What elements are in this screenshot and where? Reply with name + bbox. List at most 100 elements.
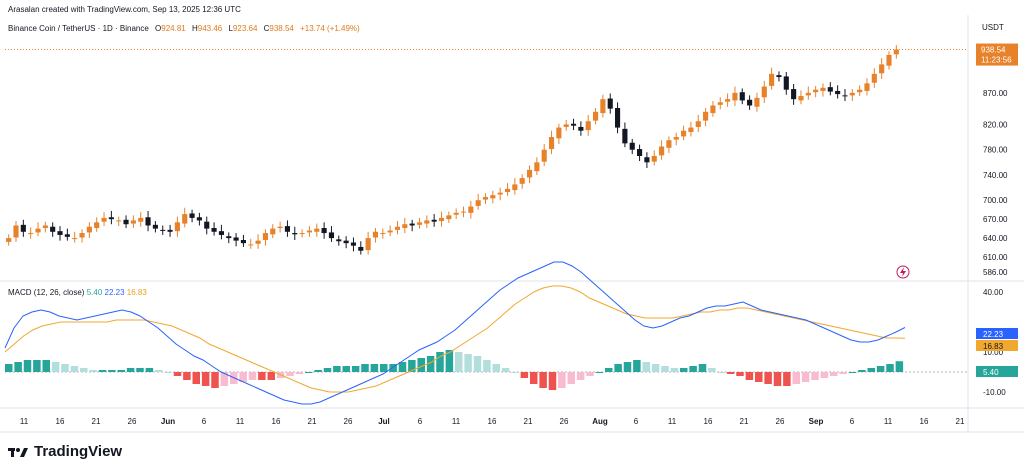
symbol-title[interactable]: Binance Coin / TetherUS · 1D · Binance [8, 24, 149, 33]
macd-histogram-bar [258, 372, 266, 380]
macd-histogram-bar [726, 372, 735, 374]
macd-histogram-bar [633, 360, 641, 372]
candle-body [284, 226, 291, 232]
candle-body [343, 240, 349, 244]
macd-histogram-bar [595, 372, 604, 373]
macd-histogram-bar [558, 372, 566, 388]
macd-histogram-bar [708, 368, 716, 372]
macd-histogram-bar [801, 372, 810, 382]
macd-histogram-bar [33, 360, 41, 372]
candle-body [592, 111, 599, 121]
macd-histogram-bar [605, 368, 613, 372]
candle-body [813, 89, 819, 93]
macd-histogram-bar [370, 364, 379, 372]
candle-body [739, 92, 745, 101]
candle-body [482, 197, 489, 200]
macd-histogram-bar [192, 372, 200, 384]
time-tick-label: Aug [592, 417, 608, 426]
macd-histogram-bar [670, 368, 679, 372]
macd-histogram-bar [380, 364, 388, 372]
macd-histogram-bar [108, 370, 116, 372]
candle-body [570, 123, 577, 126]
candle-body [548, 137, 555, 150]
candle-body [424, 220, 430, 224]
macd-histogram-bar [220, 372, 229, 386]
macd-histogram-bar [61, 364, 69, 372]
candle-body [519, 178, 525, 184]
candle-body [277, 226, 283, 228]
candle-body [695, 121, 701, 127]
candle-body [827, 87, 833, 92]
time-tick-label: 21 [92, 417, 101, 426]
candle-body [659, 146, 665, 156]
macd-histogram-bar [211, 372, 219, 388]
candle-body [94, 222, 100, 228]
candle-body [600, 99, 606, 114]
candle-body [116, 220, 122, 222]
time-tick-label: 6 [418, 417, 423, 426]
macd-histogram-bar [70, 366, 79, 372]
candle-body [512, 184, 518, 191]
price-unit: USDT [982, 23, 1004, 32]
macd-histogram-bar [248, 372, 257, 380]
price-tick-label: 640.00 [983, 234, 1008, 243]
candle-body [776, 75, 782, 78]
footer-brand[interactable]: TradingView [8, 443, 122, 460]
macd-histogram-bar [811, 372, 819, 380]
macd-signal-line [4, 285, 906, 393]
signal-badge-label: 16.83 [983, 342, 1004, 351]
close-value: 938.54 [269, 24, 294, 33]
macd-histogram-bar [155, 370, 163, 372]
macd-histogram-bar [876, 366, 885, 372]
macd-histogram-bar [5, 364, 13, 372]
macd-histogram-bar [239, 372, 247, 382]
candle-body [299, 233, 305, 235]
candle-body [717, 102, 723, 105]
candle-body [490, 195, 496, 199]
macd-histogram-bar [586, 372, 594, 376]
time-tick-label: 16 [272, 417, 281, 426]
candle-body [226, 236, 232, 239]
macd-histogram-bar [42, 360, 50, 372]
macd-histogram-bar [539, 372, 547, 388]
time-tick-label: 11 [236, 417, 245, 426]
time-tick-label: 26 [776, 417, 785, 426]
time-tick-label: 21 [524, 417, 533, 426]
candle-body [761, 86, 767, 98]
candle-body [409, 223, 415, 226]
candle-body [86, 226, 92, 233]
macd-histogram-bar [445, 350, 454, 372]
macd-histogram-bar [548, 372, 557, 390]
candle-body [72, 238, 78, 240]
macd-histogram-bar [342, 366, 350, 372]
macd-histogram-bar [839, 372, 847, 374]
time-tick-label: 6 [850, 417, 855, 426]
price-tick-label: 610.00 [983, 253, 1008, 262]
time-tick-label: 21 [956, 417, 965, 426]
macd-histogram-bar [426, 356, 435, 372]
candle-body [160, 229, 166, 231]
candle-body [358, 246, 364, 251]
macd-label[interactable]: MACD (12, 26, close) [8, 288, 85, 297]
candle-body [526, 169, 533, 178]
brand-name: TradingView [34, 443, 123, 460]
macd-histogram-bar [323, 368, 332, 372]
candle-body [666, 140, 672, 148]
price-tick-label: 780.00 [983, 146, 1008, 155]
change-value: +13.74 (+1.49%) [300, 24, 360, 33]
candle-body [35, 228, 41, 233]
candle-body [534, 162, 540, 172]
candle-body [101, 217, 107, 222]
macd-histogram-bar [483, 360, 491, 372]
candle-body [196, 217, 202, 221]
macd-hist-value: 5.40 [86, 288, 103, 297]
flash-icon-glyph [900, 267, 906, 277]
candle-body [438, 217, 445, 222]
candle-body [248, 244, 254, 246]
macd-line-value: 22.23 [104, 288, 125, 297]
macd-tick-label: 10.00 [983, 348, 1004, 357]
candle-body [233, 237, 239, 241]
macd-histogram-bar [314, 370, 322, 372]
candle-body [365, 238, 371, 251]
macd-histogram-bar [848, 372, 857, 373]
